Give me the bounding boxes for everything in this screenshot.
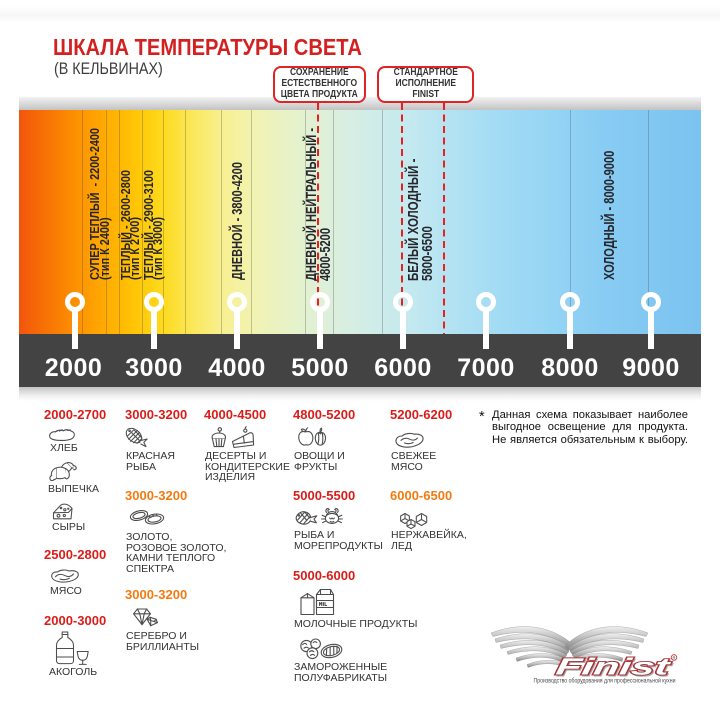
svg-text:R: R	[672, 655, 675, 660]
svg-text:Производство оборудования для: Производство оборудования для профессион…	[534, 678, 676, 685]
svg-text:Finist: Finist	[554, 655, 673, 681]
svg-text:Finist: Finist	[556, 656, 675, 682]
svg-text:Finist: Finist	[554, 655, 673, 681]
